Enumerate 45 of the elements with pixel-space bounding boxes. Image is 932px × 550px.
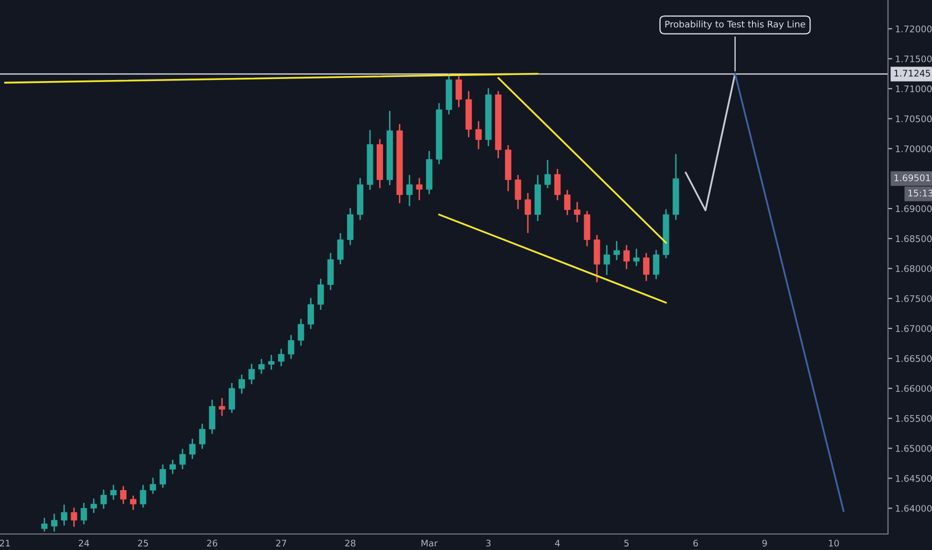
candlestick — [258, 358, 265, 374]
y-tick-label: 1.65000 — [896, 445, 932, 452]
y-tick-label: 1.66500 — [896, 355, 932, 362]
candlestick — [554, 168, 561, 200]
x-tick-label: 24 — [78, 540, 90, 546]
y-tick-label: 1.72000 — [896, 25, 932, 32]
candlestick — [70, 508, 78, 527]
y-tick-label: 1.68000 — [896, 265, 932, 272]
x-tick-label: 3 — [486, 540, 491, 547]
x-tick-label: 27 — [276, 540, 286, 546]
candlestick — [179, 448, 186, 470]
candlestick — [110, 484, 117, 500]
y-tick-label: 1.67000 — [896, 325, 932, 332]
candlestick — [662, 209, 670, 258]
x-tick-label: 25 — [138, 540, 148, 547]
candlestick — [406, 174, 413, 206]
y-tick-label: 1.71000 — [896, 85, 932, 92]
y-tick-label: 1.68500 — [896, 235, 932, 242]
x-tick-label: 9 — [762, 540, 767, 547]
x-tick-label: Mar — [422, 540, 438, 547]
x-tick-label: 10 — [828, 540, 839, 547]
x-tick-label: 26 — [207, 540, 218, 547]
candlestick — [623, 245, 630, 270]
candlestick — [514, 174, 522, 210]
y-tick-label: 1.70500 — [896, 115, 932, 122]
y-tick-label: 1.66000 — [896, 385, 932, 392]
y-tick-label: 1.64000 — [896, 504, 932, 512]
y-tick-label: 1.70000 — [896, 145, 932, 152]
candlestick — [475, 120, 482, 150]
x-tick-label: 5 — [624, 540, 629, 547]
y-tick-label: 1.69000 — [896, 205, 932, 212]
candlestick — [366, 130, 374, 190]
y-tick-label: 1.71500 — [896, 55, 932, 62]
text: 1.69501 — [894, 174, 930, 182]
x-tick-label: 28 — [345, 540, 356, 547]
x-tick-label: 4 — [555, 540, 560, 546]
candlestick — [218, 398, 226, 416]
annotation: Probability to Test this Ray Line — [665, 20, 806, 30]
ref-line-label: 1.71245 — [894, 70, 930, 77]
candlestick — [327, 252, 334, 290]
y-tick-label: 1.64500 — [896, 474, 932, 482]
y-tick-label: 1.65500 — [896, 415, 932, 422]
y-tick-label: 1.67500 — [896, 295, 932, 302]
x-tick-label: 21 — [0, 540, 10, 546]
x-tick-label: 6 — [693, 540, 698, 547]
